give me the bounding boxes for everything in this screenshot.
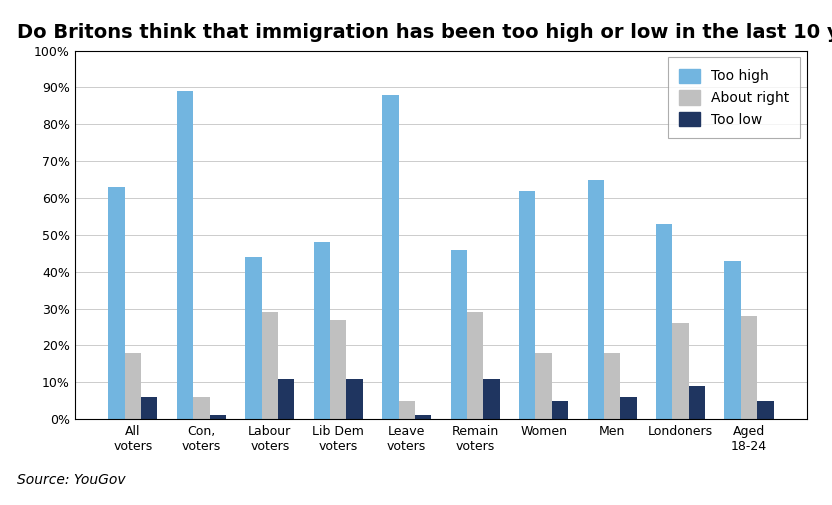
Bar [346,379,363,419]
Bar [278,379,295,419]
Bar [621,397,636,419]
Bar [245,257,261,419]
Bar [552,401,568,419]
Bar [261,312,278,419]
Text: Source: YouGov: Source: YouGov [17,473,126,487]
Bar [382,95,399,419]
Bar [656,224,672,419]
Bar [210,416,226,419]
Bar [314,242,330,419]
Bar [125,353,141,419]
Bar [483,379,500,419]
Bar [689,386,706,419]
Bar [725,261,740,419]
Bar [399,401,415,419]
Bar [519,190,536,419]
Bar [587,180,604,419]
Bar [176,91,193,419]
Bar [415,416,431,419]
Bar [740,316,757,419]
Legend: Too high, About right, Too low: Too high, About right, Too low [667,58,800,138]
Text: Do Britons think that immigration has been too high or low in the last 10 years?: Do Britons think that immigration has be… [17,23,832,42]
Bar [330,320,346,419]
Bar [536,353,552,419]
Bar [604,353,621,419]
Bar [451,249,467,419]
Bar [672,323,689,419]
Bar [108,187,125,419]
Bar [141,397,157,419]
Bar [193,397,210,419]
Bar [757,401,774,419]
Bar [467,312,483,419]
